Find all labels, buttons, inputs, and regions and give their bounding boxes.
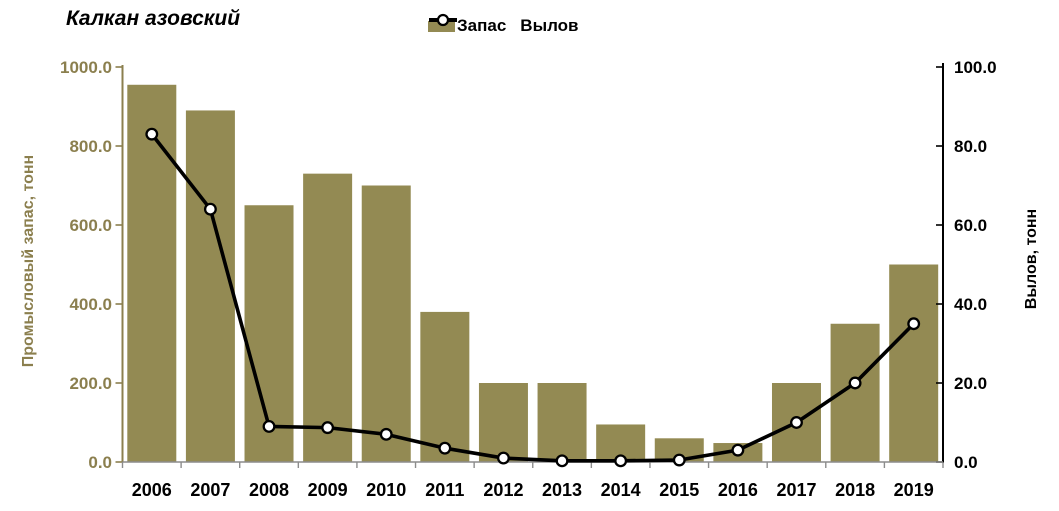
catch-point-2017 — [790, 416, 803, 429]
catch-point-2016 — [731, 443, 745, 457]
x-tick-label: 2010 — [366, 480, 406, 500]
line-marker-icon — [429, 13, 457, 27]
left-axis-tick-label: 400.0 — [69, 295, 112, 314]
catch-line — [150, 132, 916, 463]
catch-point-2015 — [672, 453, 686, 467]
right-axis-tick-label: 40.0 — [954, 295, 987, 314]
legend-item-zapas: Запас — [428, 16, 506, 36]
right-axis-tick-label: 80.0 — [954, 137, 987, 156]
bar-2007 — [185, 110, 235, 462]
catch-point-2019 — [907, 317, 921, 331]
x-tick-label: 2018 — [835, 480, 875, 500]
x-tick-label: 2016 — [718, 480, 758, 500]
x-tick-label: 2014 — [601, 480, 641, 500]
catch-point-2014 — [614, 454, 628, 468]
x-tick-label: 2007 — [190, 480, 230, 500]
catch-point-2009 — [321, 421, 335, 435]
x-tick-label: 2009 — [308, 480, 348, 500]
right-axis-tick-label: 60.0 — [954, 216, 987, 235]
legend-item-vylov: Вылов — [429, 13, 579, 36]
x-tick-label: 2012 — [483, 480, 523, 500]
catch-point-2006 — [145, 127, 159, 141]
bar-2011 — [420, 311, 470, 462]
bar-2006 — [127, 84, 177, 463]
legend: Запас Вылов — [428, 13, 579, 39]
left-axis-tick-label: 0.0 — [88, 453, 112, 472]
x-tick-label: 2017 — [776, 480, 816, 500]
legend-label-vylov: Вылов — [520, 16, 579, 35]
catch-point-2007 — [203, 202, 217, 216]
catch-point-2018 — [848, 376, 862, 390]
x-tick-label: 2015 — [659, 480, 699, 500]
bar-2019 — [889, 264, 939, 462]
bar-swatch-icon — [428, 20, 455, 32]
left-axis-tick-label: 200.0 — [69, 374, 112, 393]
bar-2015 — [654, 438, 704, 462]
x-tick-label: 2008 — [249, 480, 289, 500]
left-axis-tick-label: 1000.0 — [60, 58, 112, 77]
catch-point-2011 — [438, 441, 452, 455]
x-tick-label: 2013 — [542, 480, 582, 500]
catch-point-2008 — [262, 420, 276, 433]
x-tick-label: 2011 — [425, 480, 464, 500]
chart-title: Калкан азовский — [66, 7, 241, 30]
bar-2013 — [537, 383, 587, 462]
left-axis-tick-label: 800.0 — [69, 137, 112, 156]
legend-label-zapas: Запас — [457, 16, 507, 35]
catch-point-2010 — [379, 427, 393, 441]
x-tick-label: 2006 — [132, 480, 172, 500]
catch-point-2012 — [496, 451, 510, 465]
right-axis-tick-label: 100.0 — [954, 58, 997, 77]
right-axis-tick-label: 20.0 — [954, 374, 987, 393]
bar-2008 — [244, 205, 294, 462]
right-axis-tick-label: 0.0 — [954, 453, 978, 472]
bar-2012 — [478, 383, 528, 462]
bar-2009 — [303, 173, 353, 462]
x-tick-label: 2019 — [894, 480, 934, 500]
bar-2010 — [361, 185, 411, 462]
left-axis-tick-label: 600.0 — [69, 216, 112, 235]
catch-point-2013 — [555, 454, 569, 468]
